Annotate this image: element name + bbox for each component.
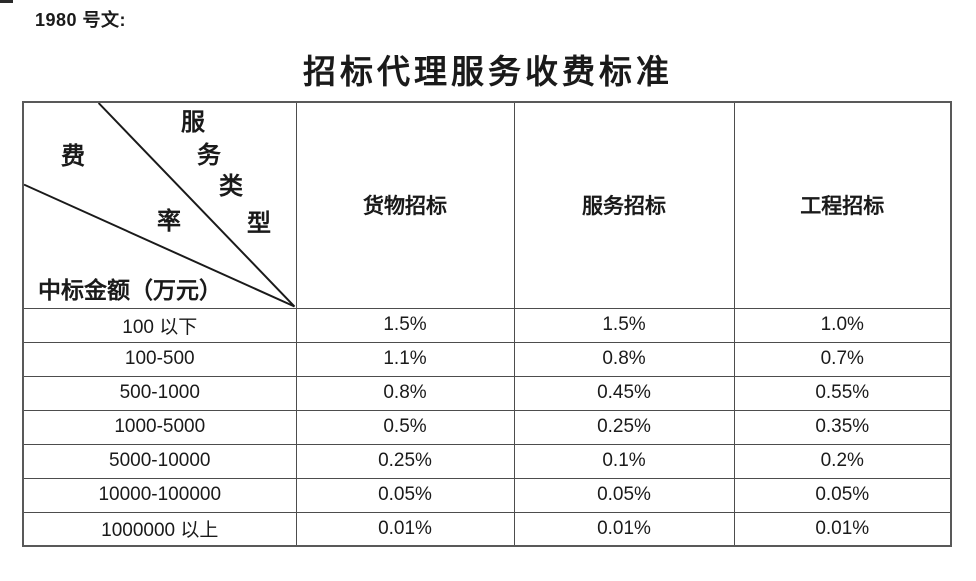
row-axis-label: 中标金额（万元） xyxy=(38,278,222,303)
table-row: 100-500 1.1% 0.8% 0.7% xyxy=(22,341,952,377)
column-header-services: 服务招标 xyxy=(513,101,735,309)
rate-value-cell: 1.5% xyxy=(295,307,515,343)
row-range-cell: 10000-100000 xyxy=(22,477,297,513)
fee-table-body: 100 以下 1.5% 1.5% 1.0% 100-500 1.1% 0.8% 0.7% 500… xyxy=(22,307,952,547)
page-title: 招标代理服务收费标准 xyxy=(303,55,673,91)
table-row: 1000-5000 0.5% 0.25% 0.35% xyxy=(22,409,952,445)
rate-value-cell: 0.05% xyxy=(733,477,952,513)
rate-value-cell: 1.0% xyxy=(733,307,952,343)
scan-artifact xyxy=(0,0,13,3)
row-range-cell: 5000-10000 xyxy=(22,443,297,479)
rate-value-cell: 0.8% xyxy=(513,341,735,377)
fee-rate-char-2: 率 xyxy=(157,209,181,235)
table-row: 10000-100000 0.05% 0.05% 0.05% xyxy=(22,477,952,513)
rate-value-cell: 0.5% xyxy=(295,409,515,445)
rate-value-cell: 0.05% xyxy=(295,477,515,513)
diagonal-divider-lines xyxy=(24,103,295,307)
service-type-char-1: 服 xyxy=(181,110,205,136)
service-type-char-4: 型 xyxy=(247,211,271,237)
row-range-cell: 100 以下 xyxy=(22,307,297,343)
row-range-cell: 1000000 以上 xyxy=(22,511,297,547)
rate-value-cell: 0.1% xyxy=(513,443,735,479)
table-row: 100 以下 1.5% 1.5% 1.0% xyxy=(22,307,952,343)
diagonal-header-cell: 服 务 类 型 费 率 中标金额（万元） xyxy=(22,101,297,309)
table-row: 500-1000 0.8% 0.45% 0.55% xyxy=(22,375,952,411)
rate-value-cell: 0.7% xyxy=(733,341,952,377)
rate-value-cell: 0.01% xyxy=(513,511,735,547)
rate-value-cell: 0.2% xyxy=(733,443,952,479)
column-header-engineering: 工程招标 xyxy=(733,101,952,309)
row-range-cell: 500-1000 xyxy=(22,375,297,411)
rate-value-cell: 1.1% xyxy=(295,341,515,377)
service-type-char-3: 类 xyxy=(219,174,243,200)
rate-value-cell: 1.5% xyxy=(513,307,735,343)
table-header-row: 服 务 类 型 费 率 中标金额（万元） 货物招标 服务招标 工程招标 xyxy=(22,101,952,309)
fee-table: 服 务 类 型 费 率 中标金额（万元） 货物招标 服务招标 工程招标 100 … xyxy=(22,101,952,547)
rate-value-cell: 0.8% xyxy=(295,375,515,411)
rate-value-cell: 0.45% xyxy=(513,375,735,411)
rate-value-cell: 0.55% xyxy=(733,375,952,411)
row-range-cell: 1000-5000 xyxy=(22,409,297,445)
rate-value-cell: 0.05% xyxy=(513,477,735,513)
table-row: 1000000 以上 0.01% 0.01% 0.01% xyxy=(22,511,952,547)
rate-value-cell: 0.25% xyxy=(295,443,515,479)
table-row: 5000-10000 0.25% 0.1% 0.2% xyxy=(22,443,952,479)
rate-value-cell: 0.25% xyxy=(513,409,735,445)
row-range-cell: 100-500 xyxy=(22,341,297,377)
service-type-char-2: 务 xyxy=(197,143,221,169)
rate-value-cell: 0.01% xyxy=(295,511,515,547)
rate-value-cell: 0.01% xyxy=(733,511,952,547)
column-header-goods: 货物招标 xyxy=(295,101,515,309)
fee-rate-char-1: 费 xyxy=(61,144,85,170)
doc-number: 1980 号文: xyxy=(35,10,127,30)
rate-value-cell: 0.35% xyxy=(733,409,952,445)
